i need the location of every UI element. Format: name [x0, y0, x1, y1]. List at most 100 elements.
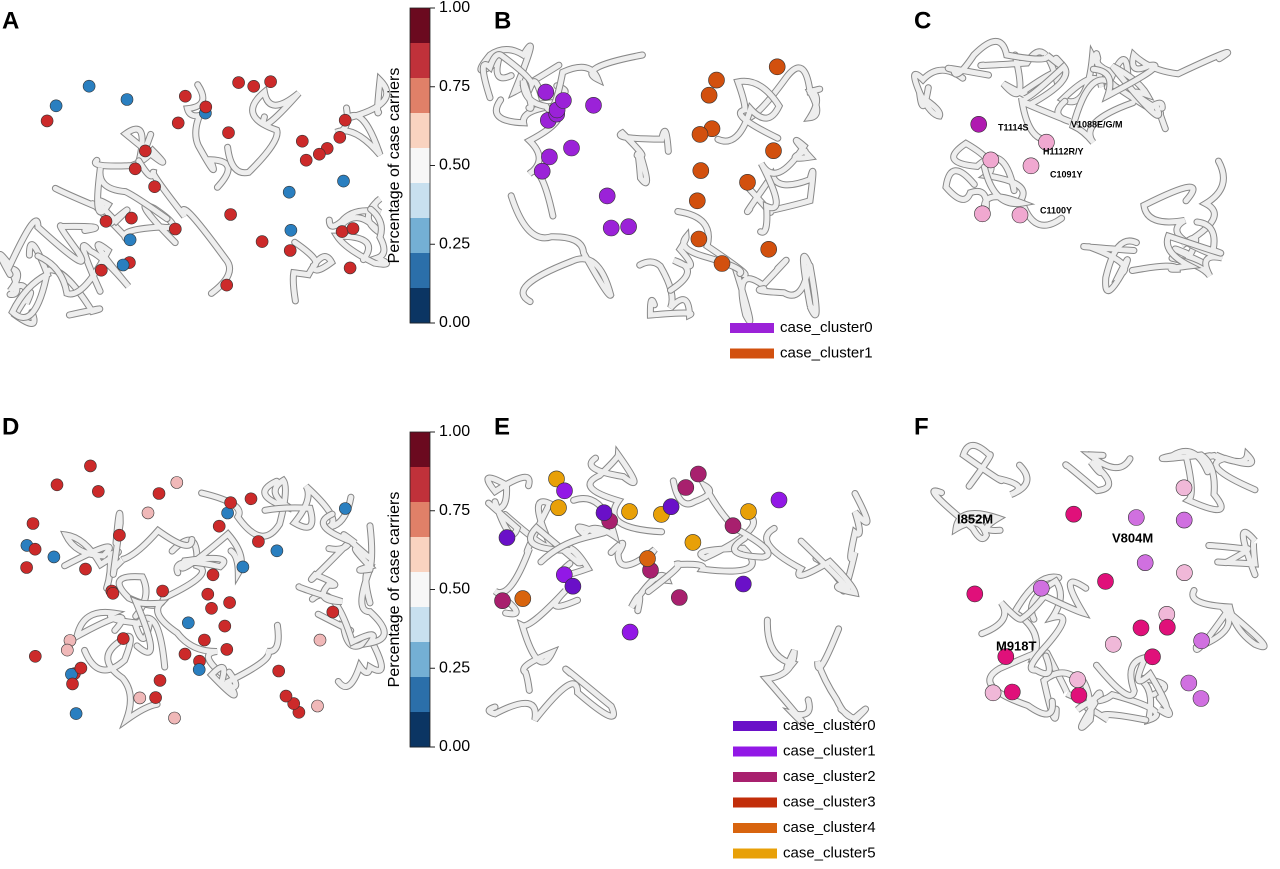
ribbon — [486, 666, 617, 722]
residue-sphere — [284, 224, 298, 237]
colorbar-tick-label: 0.50 — [439, 581, 470, 598]
ribbon — [1129, 219, 1224, 273]
residue-sphere — [556, 482, 573, 500]
residue-sphere — [244, 492, 258, 506]
ribbon — [943, 164, 1032, 216]
residue-sphere — [691, 126, 709, 143]
ribbon — [761, 617, 812, 726]
residue-sphere — [1136, 554, 1154, 572]
ribbon — [1141, 184, 1223, 278]
colorbar-band — [410, 8, 430, 44]
residue-sphere — [236, 560, 250, 574]
residue-sphere — [984, 684, 1002, 702]
ribbon — [1063, 452, 1133, 494]
legend-swatch — [733, 721, 777, 731]
residue-sphere — [312, 147, 326, 161]
protein-structures — [0, 37, 1268, 731]
residue-sphere — [99, 215, 113, 228]
residue-sphere — [514, 590, 532, 607]
colorbar-band — [410, 677, 430, 713]
residue-sphere — [639, 550, 656, 567]
colorbar-tick-label: 0.75 — [439, 502, 470, 519]
ribbon — [9, 242, 103, 320]
legend-label: case_cluster0 — [783, 717, 876, 734]
colorbar-tick-label: 0.25 — [439, 235, 470, 252]
residue-sphere — [494, 592, 511, 610]
ribbon — [608, 540, 672, 614]
residue-sphere — [997, 648, 1015, 665]
residue-sphere — [299, 153, 313, 167]
residue-sphere — [220, 643, 234, 656]
residue-sphere — [169, 222, 182, 236]
residue-sphere — [66, 677, 79, 691]
ribbon — [184, 82, 231, 190]
residue-sphere — [123, 233, 137, 247]
residue-sphere — [1097, 573, 1114, 590]
legend-label: case_cluster0 — [780, 319, 873, 336]
colorbar-band — [410, 572, 430, 608]
legend-swatch — [733, 823, 777, 833]
residue-sphere — [252, 535, 265, 548]
residue-sphere — [139, 144, 152, 158]
residue-sphere — [1022, 157, 1040, 175]
residue-sphere — [564, 577, 582, 595]
ribbon — [715, 78, 782, 144]
residue-sphere — [199, 100, 213, 114]
residue-sphere — [224, 496, 237, 510]
residue-sphere — [40, 114, 54, 128]
ribbon — [290, 239, 335, 304]
residue-sphere — [337, 174, 350, 188]
residue-sphere — [170, 476, 184, 489]
ribbon — [528, 524, 592, 578]
mutation-label: M918T — [996, 638, 1037, 653]
ribbon — [645, 513, 756, 595]
mutation-label: I852M — [957, 511, 993, 526]
ribbon — [1172, 158, 1226, 268]
ribbon — [92, 126, 166, 171]
residue-sphere — [688, 192, 706, 210]
residue-sphere — [282, 185, 296, 199]
residue-sphere — [343, 261, 357, 275]
residue-sphere — [26, 517, 40, 530]
residue-sphere — [689, 465, 707, 483]
residue-sphere — [182, 616, 195, 630]
residue-sphere — [178, 647, 192, 661]
residue-sphere — [684, 534, 702, 551]
legend-label: case_cluster1 — [780, 344, 873, 361]
residue-sphere — [20, 561, 33, 574]
colorbar-tick-label: 0.50 — [439, 157, 470, 174]
residue-sphere — [1003, 683, 1021, 701]
colorbar-band — [410, 183, 430, 219]
residue-sphere — [220, 278, 233, 292]
ribbon — [225, 87, 301, 176]
legend-swatch — [730, 348, 774, 359]
residue-sphere — [28, 649, 42, 663]
residue-sphere — [338, 502, 352, 515]
ribbon — [1159, 449, 1224, 513]
panel-label: C — [914, 7, 931, 34]
residue-sphere — [232, 76, 245, 89]
residue-sphere — [670, 589, 688, 606]
residue-sphere — [724, 517, 742, 535]
residue-sphere — [1065, 505, 1082, 523]
legend-swatch — [733, 746, 777, 757]
residue-sphere — [74, 661, 88, 675]
colorbar-band — [410, 642, 430, 678]
residue-sphere — [690, 230, 708, 248]
residue-sphere — [734, 575, 752, 593]
residue-sphere — [1038, 133, 1055, 151]
ribbon — [0, 218, 98, 277]
ribbon — [1081, 238, 1139, 293]
residue-sphere — [92, 485, 105, 498]
residue-sphere — [692, 162, 710, 179]
residue-sphere — [272, 664, 286, 678]
residue-sphere — [125, 211, 138, 225]
legend-swatch — [733, 772, 777, 782]
colorbar-tick-label: 1.00 — [439, 423, 470, 440]
residue-sphere — [1192, 690, 1210, 707]
legend-swatch — [733, 797, 777, 808]
colorbar-band — [410, 148, 430, 184]
residue-sphere — [120, 93, 134, 106]
colorbar-band — [410, 607, 430, 643]
